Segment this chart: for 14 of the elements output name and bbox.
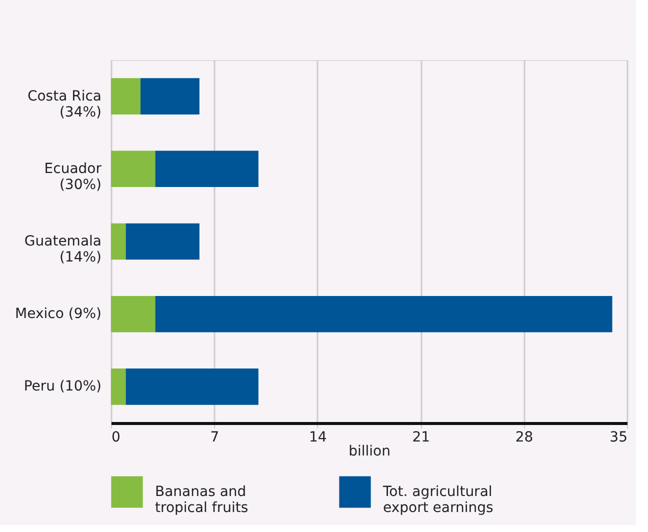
- legend-label: Tot. agricultural export earnings: [382, 484, 494, 516]
- y-tick-label: Mexico (9%): [15, 306, 102, 322]
- x-tick-label: 28: [515, 430, 534, 446]
- x-tick-label: 0: [112, 430, 120, 446]
- y-tick-label: Peru (10%): [24, 378, 102, 395]
- x-tick-label: 21: [412, 430, 430, 446]
- x-tick-label: 7: [210, 430, 220, 446]
- x-tick-label: 14: [308, 430, 327, 446]
- legend-label: Bananas and tropical fruits: [155, 484, 248, 516]
- x-axis-title: billion: [348, 444, 390, 460]
- y-tick-label: Costa Rica (34%): [27, 88, 102, 120]
- y-tick-label: Ecuador (30%): [44, 160, 102, 193]
- y-tick-label: Guatemala (14%): [24, 234, 102, 266]
- x-tick-label: 35: [610, 430, 628, 446]
